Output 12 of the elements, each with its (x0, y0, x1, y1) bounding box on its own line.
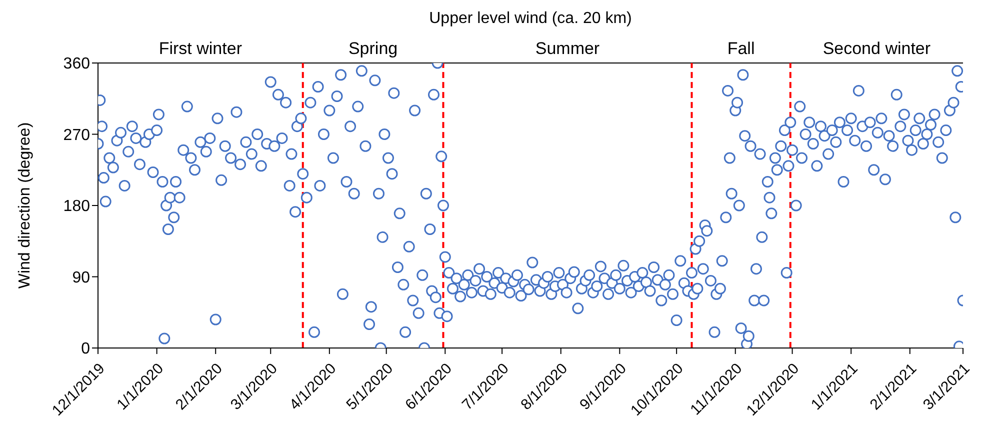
text: First winter (158, 39, 243, 59)
y-tick-label: 360 (63, 56, 90, 73)
chart-title: Upper level wind (ca. 20 km) (428, 10, 633, 28)
y-tick-label: 270 (63, 126, 90, 144)
text: Second winter (822, 39, 932, 59)
text: Fall (726, 39, 756, 59)
text: Summer (534, 39, 601, 59)
y-tick-label: 90 (72, 269, 90, 286)
y-axis-title: Wind direction (degree) (16, 122, 34, 289)
text: Spring (347, 39, 399, 59)
y-tick-label: 180 (63, 198, 90, 216)
y-tick-label: 0 (81, 340, 90, 358)
